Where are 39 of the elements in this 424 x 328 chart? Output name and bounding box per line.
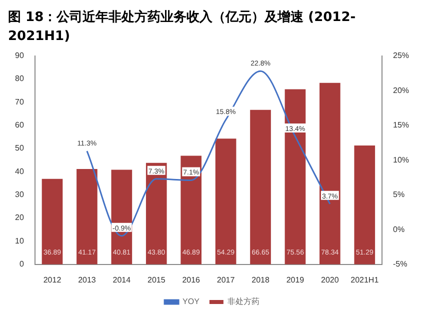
y2-tick-label: 5% xyxy=(392,190,405,200)
chart-title: 图 18：公司近年非处方药业务收入（亿元）及增速 (2012-2021H1) xyxy=(8,8,357,46)
bar xyxy=(42,178,63,264)
y-tick-label: 80 xyxy=(14,74,24,84)
y-tick-label: 10 xyxy=(14,236,24,246)
x-tick-label: 2019 xyxy=(286,275,305,284)
bar xyxy=(180,156,202,264)
legend-label: 非处方药 xyxy=(227,297,260,306)
bar xyxy=(76,168,98,264)
y-tick-label: 90 xyxy=(14,51,24,60)
x-tick-label: 2018 xyxy=(252,275,270,284)
y-tick-label: 20 xyxy=(14,213,24,222)
y-tick-label: 30 xyxy=(14,190,24,200)
x-tick-label: 2016 xyxy=(182,275,201,284)
x-tick-label: 2017 xyxy=(216,275,236,284)
y-tick-label: 40 xyxy=(14,166,24,176)
bar xyxy=(354,146,376,264)
y2-tick-label: 20% xyxy=(392,86,410,95)
y2-tick-label: 0% xyxy=(392,224,405,234)
y2-tick-label: -5% xyxy=(392,260,408,269)
y-tick-label: 70 xyxy=(14,97,24,106)
legend-label: YOY xyxy=(182,297,200,306)
x-tick-label: 2015 xyxy=(147,275,166,284)
bar xyxy=(146,162,167,264)
bar xyxy=(284,89,306,264)
x-tick-label: 2014 xyxy=(112,275,132,284)
y2-tick-label: 25% xyxy=(392,51,410,60)
y-tick-label: 50 xyxy=(14,144,24,153)
y2-tick-label: 15% xyxy=(392,120,410,130)
x-tick-label: 2012 xyxy=(43,275,62,284)
y2-tick-label: 10% xyxy=(392,155,410,164)
y-tick-label: 0 xyxy=(19,260,24,269)
bar xyxy=(215,138,236,264)
x-tick-label: 2020 xyxy=(321,275,340,284)
y-tick-label: 60 xyxy=(14,120,24,130)
bar xyxy=(320,82,340,264)
x-tick-label: 2013 xyxy=(78,275,96,284)
bar xyxy=(250,110,271,264)
x-tick-label: 2021H1 xyxy=(350,275,380,284)
